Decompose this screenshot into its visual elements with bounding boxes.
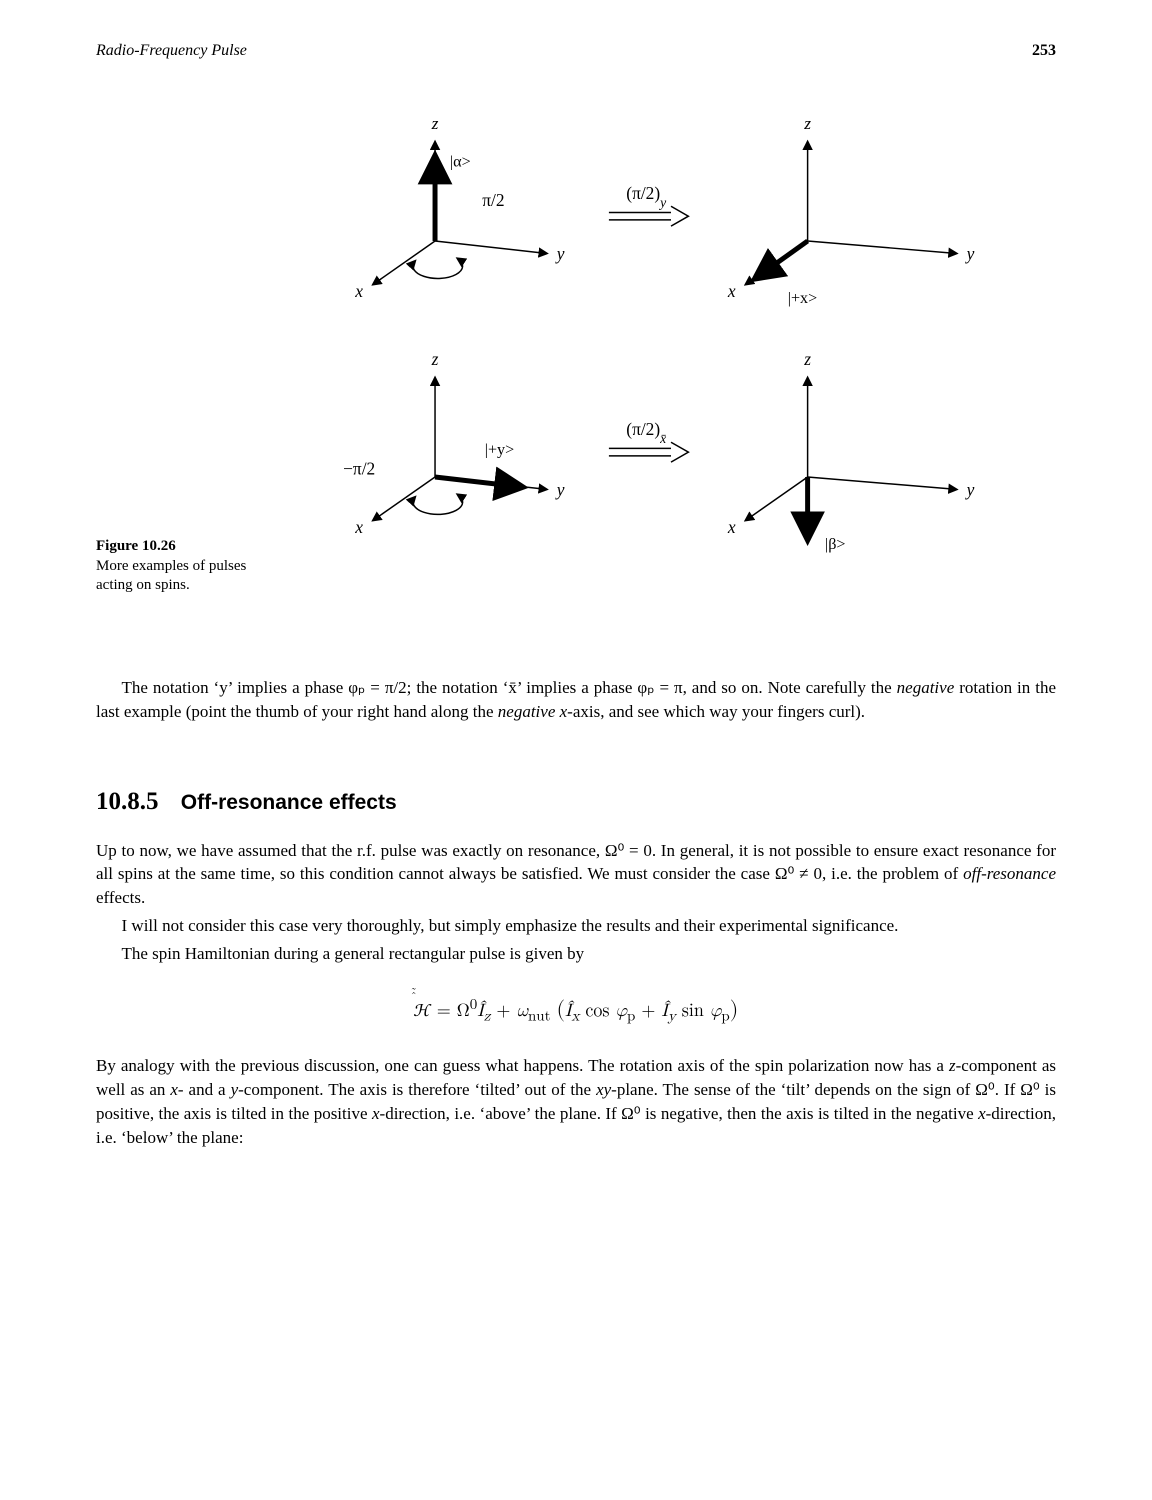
svg-text:|β>: |β> xyxy=(825,536,846,553)
figure-caption: Figure 10.26 More examples of pulses act… xyxy=(96,537,266,596)
figure-10-26: Figure 10.26 More examples of pulses act… xyxy=(96,92,1056,596)
svg-text:y: y xyxy=(555,481,565,500)
em: z xyxy=(949,1056,956,1075)
em: x xyxy=(372,1104,380,1123)
figure-diagram: z y x |α> π/2 z y x |+x> z y x |+y> −π/2 z y x |β> (π/2)y (… xyxy=(286,92,1056,596)
text: -axis, and see which way your fingers cu… xyxy=(567,702,865,721)
svg-text:|+y>: |+y> xyxy=(485,442,514,459)
svg-text:z: z xyxy=(431,351,439,370)
em: negative xyxy=(897,678,955,697)
svg-text:z: z xyxy=(803,115,811,134)
text: Up to now, we have assumed that the r.f.… xyxy=(96,841,1056,884)
text: effects. xyxy=(96,888,145,907)
running-title: Radio-Frequency Pulse xyxy=(96,40,247,62)
figure-caption-text: More examples of pulses acting on spins. xyxy=(96,558,246,594)
em: off-resonance xyxy=(963,864,1056,883)
running-header: Radio-Frequency Pulse 253 xyxy=(96,40,1056,62)
equation-hamiltonian: ˜ ˆ ℋ = Ω0Îz + ωnut (Îx cos φp + Îy sin … xyxy=(96,994,1056,1027)
svg-text:z: z xyxy=(803,351,811,370)
em: x xyxy=(978,1104,986,1123)
svg-text:(π/2)x̄: (π/2)x̄ xyxy=(626,420,666,446)
section-title: Off-resonance effects xyxy=(181,791,397,814)
svg-text:π/2: π/2 xyxy=(482,192,504,211)
em: negative x xyxy=(498,702,567,721)
text: By analogy with the previous discussion,… xyxy=(96,1056,949,1075)
svg-text:|α>: |α> xyxy=(450,154,471,171)
svg-text:x: x xyxy=(354,282,363,301)
svg-text:x: x xyxy=(727,518,736,537)
svg-text:y: y xyxy=(555,245,565,264)
em: y xyxy=(231,1080,239,1099)
text: The notation ‘y’ implies a phase φₚ = π/… xyxy=(122,678,897,697)
figure-label: Figure 10.26 xyxy=(96,538,176,554)
body-paragraph-3: By analogy with the previous discussion,… xyxy=(96,1054,1056,1149)
section-number: 10.8.5 xyxy=(96,788,159,815)
svg-text:z: z xyxy=(431,115,439,134)
text: I will not consider this case very thoro… xyxy=(96,914,1056,938)
svg-text:y: y xyxy=(965,481,975,500)
svg-text:x: x xyxy=(727,282,736,301)
text: -direction, i.e. ‘above’ the plane. If Ω… xyxy=(380,1104,979,1123)
em: x xyxy=(170,1080,178,1099)
text: The spin Hamiltonian during a general re… xyxy=(96,942,1056,966)
svg-text:(π/2)y: (π/2)y xyxy=(626,184,667,210)
svg-text:y: y xyxy=(965,245,975,264)
text: - and a xyxy=(178,1080,231,1099)
text: -component. The axis is therefore ‘tilte… xyxy=(238,1080,596,1099)
svg-text:|+x>: |+x> xyxy=(788,291,817,308)
body-paragraphs-2: Up to now, we have assumed that the r.f.… xyxy=(96,839,1056,966)
em: xy xyxy=(596,1080,611,1099)
svg-text:−π/2: −π/2 xyxy=(343,460,375,479)
body-paragraph-1: The notation ‘y’ implies a phase φₚ = π/… xyxy=(96,676,1056,724)
section-heading: 10.8.5 Off-resonance effects xyxy=(96,784,1056,819)
svg-text:x: x xyxy=(354,518,363,537)
page-number: 253 xyxy=(1032,40,1056,62)
